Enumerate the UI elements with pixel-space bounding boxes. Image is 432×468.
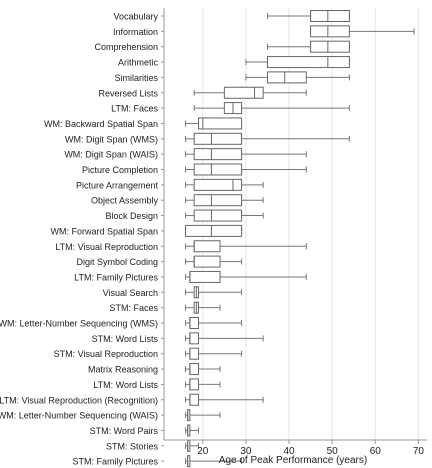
category-label: WM: Forward Spatial Span — [50, 226, 158, 236]
category-label: STM: Word Lists — [92, 334, 159, 344]
category-label: LTM: Word Lists — [93, 380, 158, 390]
box-row: LTM: Family Pictures — [74, 270, 307, 283]
box-row: Visual Search — [103, 286, 243, 299]
box — [189, 347, 199, 360]
box — [193, 255, 221, 268]
box-row: Digit Symbol Coding — [76, 255, 243, 268]
category-label: WM: Letter-Number Sequencing (WAIS) — [0, 411, 158, 421]
category-label: Arithmetic — [118, 58, 159, 68]
category-label: WM: Letter-Number Sequencing (WMS) — [0, 319, 158, 329]
x-tick-label: 50 — [327, 446, 339, 457]
box — [189, 270, 221, 283]
category-label: Picture Completion — [82, 165, 158, 175]
box — [310, 10, 350, 22]
box-row: WM: Forward Spatial Span — [50, 224, 243, 237]
category-label: LTM: Visual Reproduction (Recognition) — [0, 395, 158, 405]
category-label: Object Assembly — [91, 196, 159, 206]
box — [193, 209, 243, 222]
category-label: Matrix Reasoning — [88, 365, 158, 375]
box-row: LTM: Visual Reproduction — [55, 240, 307, 253]
gridlines — [202, 8, 419, 440]
x-axis-label: Age of Peak Performance (years) — [219, 455, 367, 466]
box-row: Vocabulary — [113, 10, 350, 22]
box — [189, 332, 199, 345]
x-tick-label: 30 — [240, 446, 252, 457]
box-row: LTM: Faces — [111, 102, 350, 115]
box-row: STM: Visual Reproduction — [54, 347, 243, 360]
box-row: WM: Letter-Number Sequencing (WMS) — [0, 317, 243, 329]
box-row: Similarities — [114, 71, 350, 84]
box-row: STM: Stories — [106, 439, 199, 452]
x-axis: 20 30 40 50 60 70 — [163, 8, 427, 457]
box-row: STM: Word Lists — [92, 332, 264, 345]
box — [266, 56, 350, 69]
category-label: Similarities — [114, 73, 158, 83]
box-row: STM: Family Pictures — [72, 455, 243, 468]
box-row: Matrix Reasoning — [88, 363, 221, 376]
box-row: Block Design — [105, 209, 264, 222]
category-label: STM: Faces — [109, 303, 158, 313]
box-row: Information — [113, 25, 415, 38]
box-row: LTM: Visual Reproduction (Recognition) — [0, 393, 264, 406]
category-label: Digit Symbol Coding — [76, 257, 158, 267]
box-row: Reversed Lists — [98, 86, 307, 99]
category-label: LTM: Visual Reproduction — [55, 242, 158, 252]
box — [223, 86, 264, 99]
box — [310, 40, 350, 53]
box — [185, 224, 243, 237]
x-tick-label: 70 — [413, 446, 425, 457]
box-row: STM: Faces — [109, 301, 221, 314]
category-label: Reversed Lists — [98, 88, 158, 98]
box — [189, 393, 199, 406]
category-label: LTM: Faces — [111, 104, 158, 114]
category-label: WM: Backward Spatial Span — [44, 119, 158, 129]
box — [266, 71, 307, 84]
category-label: Information — [113, 27, 158, 37]
box-row: WM: Backward Spatial Span — [44, 117, 243, 130]
x-tick-label: 40 — [283, 446, 295, 457]
category-label: Comprehension — [94, 42, 158, 52]
category-label: STM: Word Pairs — [90, 426, 159, 436]
box — [189, 378, 199, 391]
category-label: STM: Family Pictures — [72, 457, 158, 467]
box-row: STM: Word Pairs — [90, 424, 199, 437]
box — [193, 194, 243, 207]
box — [193, 148, 243, 161]
box-row: LTM: Word Lists — [93, 378, 221, 391]
category-label: STM: Visual Reproduction — [54, 349, 158, 359]
box — [189, 317, 199, 329]
box-row: Picture Arrangement — [76, 178, 264, 191]
box — [310, 25, 350, 38]
category-label: STM: Stories — [106, 441, 159, 451]
box — [193, 163, 243, 176]
category-label: Visual Search — [103, 288, 158, 298]
box — [193, 240, 221, 253]
category-label: WM: Digit Span (WAIS) — [64, 150, 158, 160]
box — [189, 363, 199, 376]
box-row: Picture Completion — [82, 163, 307, 176]
box-rows: Vocabulary Information Comprehension Arithm… — [0, 10, 415, 468]
box — [193, 178, 243, 191]
box-row: Object Assembly — [91, 194, 264, 207]
box-row: WM: Letter-Number Sequencing (WAIS) — [0, 409, 221, 422]
category-label: Picture Arrangement — [76, 180, 159, 190]
category-label: LTM: Family Pictures — [74, 272, 158, 282]
box-row: Arithmetic — [118, 56, 350, 69]
box-row: Comprehension — [94, 40, 350, 53]
box-row: WM: Digit Span (WAIS) — [64, 148, 307, 161]
box-row: WM: Digit Span (WMS) — [65, 132, 350, 145]
category-label: Block Design — [105, 211, 158, 221]
box — [193, 132, 243, 145]
category-label: WM: Digit Span (WMS) — [65, 134, 158, 144]
x-tick-label: 60 — [370, 446, 382, 457]
x-tick-label: 20 — [197, 446, 209, 457]
category-label: Vocabulary — [113, 12, 158, 22]
box — [197, 117, 243, 130]
